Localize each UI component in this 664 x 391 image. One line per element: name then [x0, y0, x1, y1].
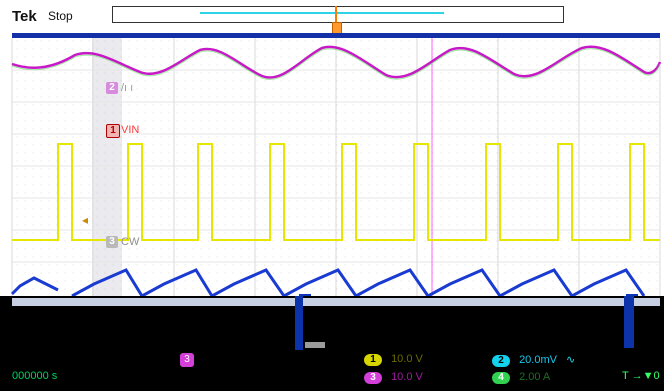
vin-label: VIN	[121, 124, 140, 136]
channel-4-value: 2.00 A	[519, 371, 551, 383]
channel-2-badge: 2	[492, 355, 510, 367]
cw-label: CW	[121, 236, 140, 248]
brand-label: Tek	[12, 8, 37, 25]
aux-badge: 3	[180, 353, 194, 367]
trigger-line	[295, 296, 303, 350]
footer-bar	[12, 298, 660, 306]
waveform-canvas: ◂	[10, 38, 662, 296]
channel-1-value: 10.0 V	[391, 353, 423, 365]
footer-grid	[12, 307, 660, 347]
channel-2-marker: 2	[106, 82, 118, 94]
run-state: Stop	[48, 9, 73, 23]
channel-4-readout: 4 2.00 A	[492, 371, 550, 384]
channel-2-tail: /ı ı	[121, 82, 134, 94]
channel-3-readout: 3 10.0 V	[364, 371, 423, 384]
cw-marker: 3	[106, 236, 118, 248]
channel-3-badge: 3	[364, 372, 382, 384]
time-readout: 000000 s	[12, 370, 58, 382]
channel-2-value: 20.0mV	[519, 354, 557, 366]
channel-3-value: 10.0 V	[391, 371, 423, 383]
channel-1-badge: 1	[364, 354, 382, 366]
gray-marker	[305, 342, 325, 348]
trigger-line-right	[624, 296, 634, 348]
channel-2-readout: 2 20.0mV ∿	[492, 353, 575, 367]
channel-1-readout: 1 10.0 V	[364, 353, 423, 366]
trigger-readout: T →▼0	[622, 370, 660, 382]
trigger-position-marker	[335, 6, 337, 22]
waveform-mode-icon: ∿	[566, 354, 576, 366]
top-strip	[12, 33, 660, 39]
svg-text:◂: ◂	[82, 213, 88, 227]
vin-marker: 1	[106, 124, 120, 138]
top-bar: Tek Stop	[0, 0, 664, 38]
channel-4-badge: 4	[492, 372, 510, 384]
record-view	[200, 12, 444, 14]
